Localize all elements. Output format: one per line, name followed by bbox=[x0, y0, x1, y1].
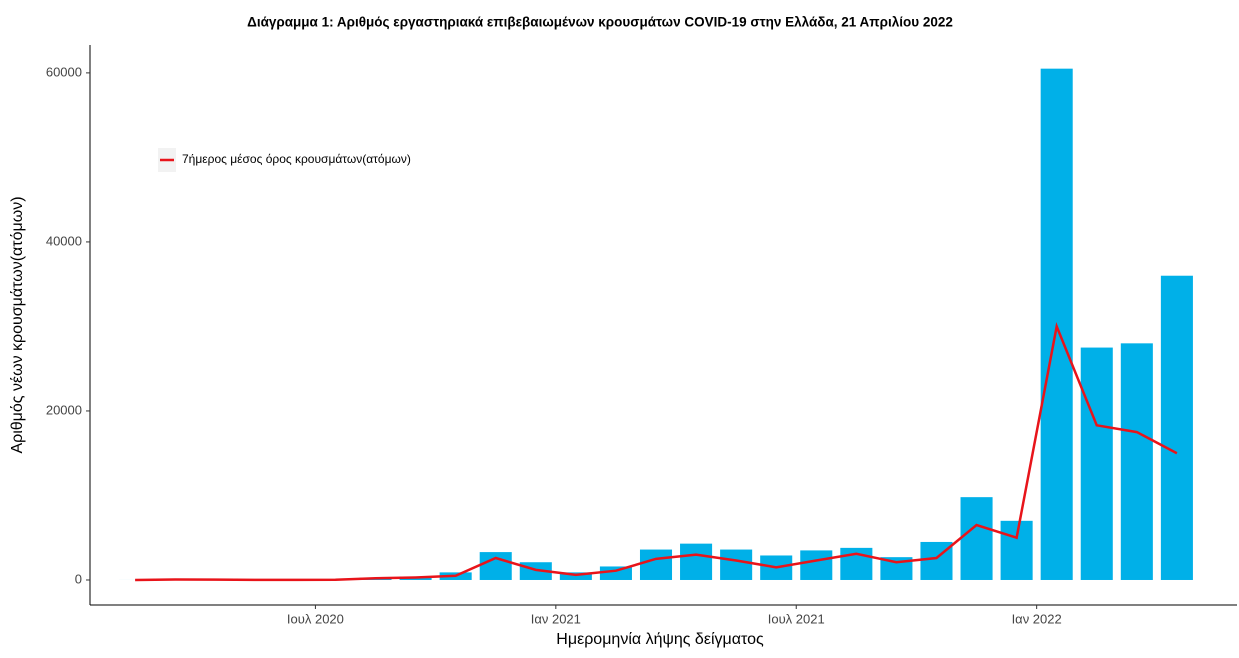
x-axis-label: Ημερομηνία λήψης δείγματος bbox=[556, 631, 764, 648]
bar bbox=[961, 497, 993, 580]
x-tick-label: Ιουλ 2021 bbox=[768, 611, 825, 626]
y-tick-label: 20000 bbox=[46, 402, 82, 417]
y-tick-label: 0 bbox=[75, 571, 82, 586]
legend-label: 7ήμερος μέσος όρος κρουσμάτων(ατόμων) bbox=[182, 152, 411, 166]
x-tick-label: Ιουλ 2020 bbox=[287, 611, 344, 626]
bar bbox=[1001, 521, 1033, 580]
y-tick-label: 40000 bbox=[46, 233, 82, 248]
bar bbox=[720, 550, 752, 580]
bar bbox=[1081, 348, 1113, 580]
x-tick-label: Ιαν 2021 bbox=[531, 611, 581, 626]
bar bbox=[680, 544, 712, 580]
bar bbox=[800, 550, 832, 580]
chart-title: Διάγραμμα 1: Αριθμός εργαστηριακά επιβεβ… bbox=[247, 15, 953, 30]
bar bbox=[1161, 276, 1193, 580]
bar bbox=[640, 550, 672, 580]
bar bbox=[1121, 343, 1153, 580]
x-tick-label: Ιαν 2022 bbox=[1012, 611, 1062, 626]
y-axis-label: Αριθμός νέων κρουσμάτων(ατόμων) bbox=[9, 196, 26, 453]
y-tick-label: 60000 bbox=[46, 64, 82, 79]
bar bbox=[480, 552, 512, 580]
